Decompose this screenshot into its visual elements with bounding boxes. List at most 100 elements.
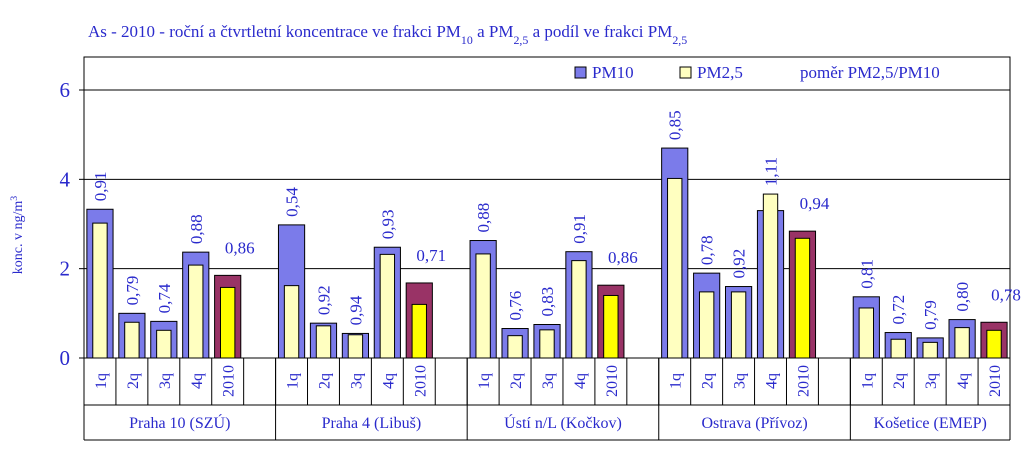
group-label: Ostrava (Přívoz) — [701, 415, 807, 432]
ratio-label: 1,11 — [762, 157, 781, 186]
pm25-bar — [315, 325, 332, 359]
x-tick-label: 4q — [955, 373, 972, 389]
x-tick-label: 3q — [540, 373, 557, 389]
pm25-bar — [890, 338, 906, 359]
y-axis-label-part: 3 — [9, 196, 20, 201]
legend-label: PM10 — [592, 63, 634, 82]
x-tick-label: 3q — [157, 373, 174, 389]
pm25-bar — [667, 177, 683, 359]
x-tick-label: 2q — [125, 373, 142, 389]
ratio-label: 0,76 — [506, 291, 525, 321]
pm25-bar — [794, 237, 811, 359]
ratio-label: 0,92 — [314, 285, 333, 315]
ratio-label: 0,88 — [187, 214, 206, 244]
chart-title-part: a podíl ve frakci PM — [528, 22, 672, 41]
group-label: Košetice (EMEP) — [874, 415, 987, 432]
y-axis-label: konc. v ng/m3 — [9, 196, 27, 275]
ratio-label: 0,86 — [225, 238, 255, 257]
pm25-bar — [475, 253, 491, 359]
ratio-label: 0,94 — [800, 194, 830, 213]
pm25-bar — [347, 334, 364, 359]
y-tick-label: 2 — [60, 257, 71, 281]
y-tick-label: 0 — [60, 346, 71, 370]
pm25-bar — [411, 303, 427, 359]
ratio-label: 0,54 — [283, 187, 302, 217]
pm25-bar — [571, 260, 587, 359]
pm25-bar — [188, 264, 204, 359]
chart-title-part: 10 — [461, 33, 473, 47]
legend-label: PM2,5 — [697, 63, 743, 82]
x-tick-label: 1q — [476, 373, 493, 389]
pm25-bar — [603, 294, 619, 359]
legend-swatch — [574, 66, 587, 79]
ratio-label: 0,78 — [991, 285, 1021, 304]
y-axis-label-part: konc. v ng/m — [11, 201, 26, 275]
pm25-bar — [220, 286, 236, 359]
x-tick-label: 2q — [700, 373, 717, 389]
x-tick-label: 2010 — [412, 365, 429, 397]
x-tick-label: 4q — [572, 373, 589, 389]
ratio-label: 0,91 — [570, 214, 589, 244]
chart-title-part: 2,5 — [672, 33, 687, 47]
pm25-bar — [283, 285, 300, 359]
legend-label: poměr PM2,5/PM10 — [800, 63, 940, 82]
x-tick-label: 3q — [732, 373, 749, 389]
group-label: Ústí n/L (Kočkov) — [504, 413, 622, 432]
x-tick-label: 1q — [859, 373, 876, 389]
ratio-label: 0,78 — [698, 235, 717, 265]
ratio-label: 0,72 — [889, 295, 908, 325]
ratio-label: 0,94 — [346, 295, 365, 325]
pm25-bar — [379, 253, 396, 359]
y-tick-label: 4 — [60, 167, 71, 191]
group-label: Praha 10 (SZÚ) — [129, 413, 230, 432]
ratio-label: 0,74 — [155, 283, 174, 313]
ratio-label: 0,85 — [666, 110, 685, 140]
pm25-bar — [922, 341, 938, 359]
ratio-label: 0,91 — [91, 172, 110, 202]
ratio-label: 0,93 — [378, 209, 397, 239]
x-tick-label: 2q — [508, 373, 525, 389]
x-tick-label: 2010 — [987, 365, 1004, 397]
pm25-bar — [124, 321, 140, 359]
chart-title-part: 2,5 — [513, 33, 528, 47]
x-tick-label: 3q — [923, 373, 940, 389]
group-label: Praha 4 (Libuš) — [322, 415, 422, 432]
y-tick-label: 6 — [60, 78, 71, 102]
ratio-label: 0,92 — [730, 249, 749, 279]
pm25-bar — [730, 291, 747, 359]
x-tick-label: 1q — [668, 373, 685, 389]
x-tick-label: 2010 — [604, 365, 621, 397]
ratio-label: 0,79 — [123, 276, 142, 306]
pm25-bar — [986, 329, 1002, 359]
ratio-label: 0,83 — [538, 287, 557, 317]
ratio-label: 0,81 — [857, 259, 876, 289]
chart-title-part: As - 2010 - roční a čtvrtletní koncentra… — [88, 22, 461, 41]
pm25-bar — [954, 327, 970, 359]
ratio-label: 0,71 — [416, 246, 446, 265]
x-tick-label: 2010 — [795, 365, 812, 397]
x-tick-label: 2q — [891, 373, 908, 389]
x-tick-label: 4q — [764, 373, 781, 389]
legend-swatch — [679, 66, 692, 79]
pm25-bar — [539, 329, 555, 359]
chart-title: As - 2010 - roční a čtvrtletní koncentra… — [88, 22, 687, 47]
pm25-bar — [507, 335, 523, 359]
pm25-bar — [156, 329, 172, 359]
pm25-bar — [762, 193, 779, 359]
x-tick-label: 3q — [348, 373, 365, 389]
x-tick-label: 4q — [380, 373, 397, 389]
x-tick-label: 2010 — [221, 365, 238, 397]
ratio-label: 0,79 — [921, 300, 940, 330]
ratio-label: 0,80 — [953, 282, 972, 312]
x-tick-label: 1q — [93, 373, 110, 389]
x-tick-label: 2q — [316, 373, 333, 389]
pm25-bar — [858, 307, 874, 359]
x-tick-label: 1q — [285, 373, 302, 389]
pm25-bar — [92, 222, 108, 359]
chart-title-part: a PM — [473, 22, 514, 41]
x-tick-label: 4q — [189, 373, 206, 389]
pm25-bar — [698, 291, 715, 359]
ratio-label: 0,88 — [474, 203, 493, 233]
